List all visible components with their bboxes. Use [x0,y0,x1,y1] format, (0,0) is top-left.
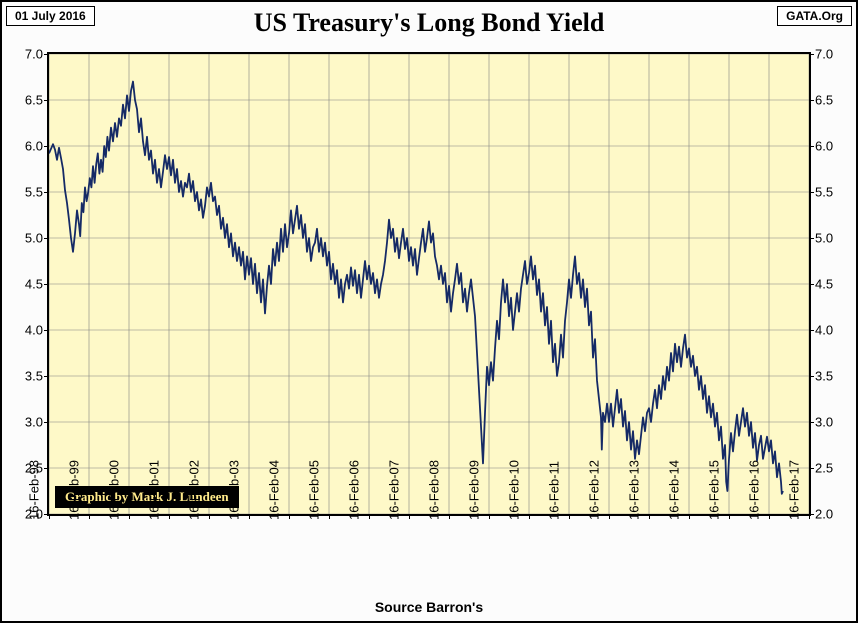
plot-wrap: Graphic by Mark J. Lundeen 2.02.02.52.53… [47,52,811,516]
y-axis-label-right: 5.5 [815,185,833,200]
x-axis-label: 16-Feb-09 [467,460,482,520]
y-axis-label-left: 6.5 [25,93,43,108]
x-axis-label: 16-Feb-02 [187,460,202,520]
y-axis-label-right: 4.5 [815,277,833,292]
y-axis-label-left: 4.5 [25,277,43,292]
x-axis-label: 16-Feb-10 [507,460,522,520]
y-axis-label-right: 3.5 [815,369,833,384]
y-axis-label-right: 6.5 [815,93,833,108]
y-axis-label-right: 4.0 [815,323,833,338]
x-axis-label: 16-Feb-07 [387,460,402,520]
y-axis-label-left: 5.5 [25,185,43,200]
y-axis-label-right: 6.0 [815,139,833,154]
y-axis-label-right: 3.0 [815,415,833,430]
x-axis-label: 16-Feb-01 [147,460,162,520]
x-axis-label: 16-Feb-08 [427,460,442,520]
y-axis-label-left: 7.0 [25,47,43,62]
x-axis-label: 16-Feb-05 [307,460,322,520]
x-axis-label: 16-Feb-98 [27,460,42,520]
plot-svg [49,54,809,514]
x-axis-label: 16-Feb-04 [267,460,282,520]
y-axis-label-right: 7.0 [815,47,833,62]
y-axis-label-left: 5.0 [25,231,43,246]
x-axis-label: 16-Feb-06 [347,460,362,520]
y-axis-label-left: 6.0 [25,139,43,154]
x-axis-label: 16-Feb-03 [227,460,242,520]
y-axis-label-left: 3.0 [25,415,43,430]
plot-area: Graphic by Mark J. Lundeen 2.02.02.52.53… [47,52,811,516]
x-axis-label: 16-Feb-16 [747,460,762,520]
x-axis-label: 16-Feb-00 [107,460,122,520]
x-axis-label: 16-Feb-13 [627,460,642,520]
x-axis-label: 16-Feb-15 [707,460,722,520]
y-axis-label-left: 3.5 [25,369,43,384]
x-axis-label: 16-Feb-99 [67,460,82,520]
y-axis-label-right: 5.0 [815,231,833,246]
x-axis-label: 16-Feb-11 [547,461,562,520]
y-axis-label-right: 2.0 [815,507,833,522]
x-axis-label: 16-Feb-14 [667,460,682,520]
footer-source: Source Barron's [2,599,856,615]
x-axis-label: 16-Feb-17 [787,460,802,520]
chart-title: US Treasury's Long Bond Yield [2,8,856,38]
x-axis-label: 16-Feb-12 [587,460,602,520]
y-axis-label-right: 2.5 [815,461,833,476]
y-axis-label-left: 4.0 [25,323,43,338]
